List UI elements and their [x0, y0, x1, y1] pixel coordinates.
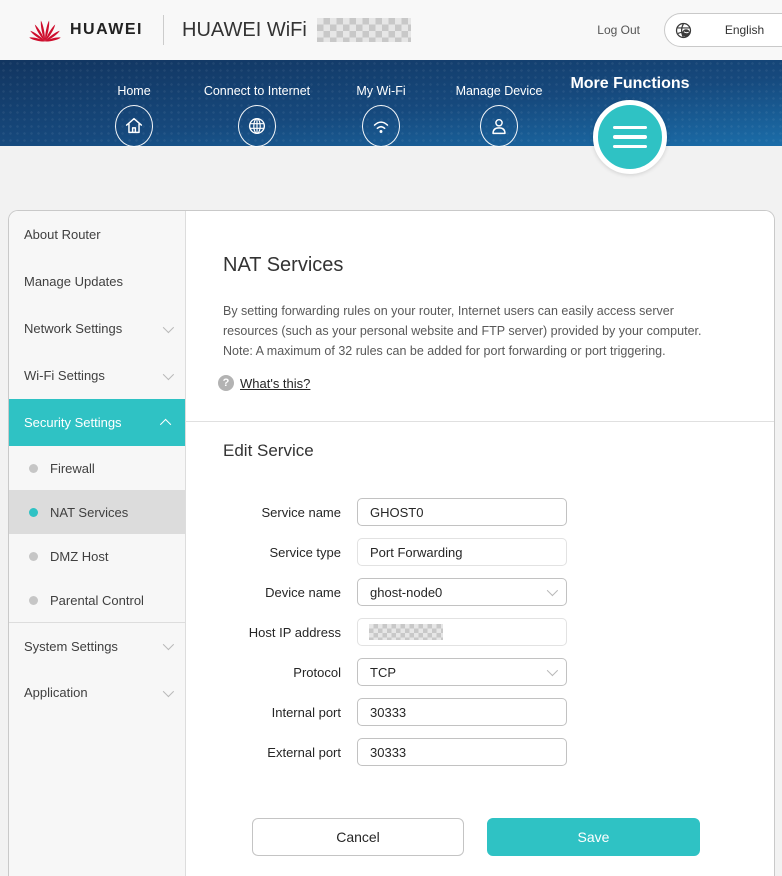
menu-icon[interactable]: [593, 100, 667, 174]
nav-label: My Wi-Fi: [356, 84, 406, 98]
sidebar-subitem-parental-control[interactable]: Parental Control: [9, 578, 185, 622]
device-name-select[interactable]: [357, 578, 567, 606]
chevron-down-icon: [162, 321, 175, 333]
description-text: By setting forwarding rules on your rout…: [223, 304, 702, 358]
chevron-up-icon: [159, 418, 172, 430]
sidebar-item-about-router[interactable]: About Router: [9, 211, 185, 258]
nav-label: Manage Device: [455, 84, 543, 98]
brand-name: HUAWEI: [70, 21, 143, 38]
section-title: Edit Service: [223, 441, 314, 460]
page-title: NAT Services: [223, 254, 344, 276]
sidebar-subitem-label: Parental Control: [50, 592, 144, 608]
globe-icon: [238, 105, 276, 147]
service-type-input: [357, 538, 567, 566]
bullet-dot-icon: [29, 463, 38, 473]
redacted-ip-value: [369, 624, 443, 640]
form-row-device-name: Device name: [186, 578, 567, 606]
field-label: Host IP address: [248, 624, 341, 640]
chevron-down-icon: [162, 368, 175, 380]
language-value: English: [724, 23, 765, 37]
sidebar-item-label: System Settings: [24, 638, 118, 654]
bullet-dot-icon: [29, 595, 38, 605]
huawei-logo-icon: [29, 20, 61, 42]
nav-item-more-functions[interactable]: More Functions: [555, 60, 705, 174]
person-icon: [480, 105, 518, 147]
header-right: Log Out English: [597, 13, 782, 47]
external-port-input[interactable]: [357, 738, 567, 766]
sidebar-item-manage-updates[interactable]: Manage Updates: [9, 258, 185, 305]
sidebar-item-label: Security Settings: [24, 415, 122, 430]
save-button[interactable]: Save: [487, 818, 700, 856]
redacted-device-name: [316, 18, 411, 42]
field-label: Service name: [261, 504, 341, 520]
main-nav: Home Connect to Internet My Wi-Fi Manage…: [0, 60, 782, 174]
form-row-protocol: Protocol: [186, 658, 567, 686]
sidebar-subitem-dmz-host[interactable]: DMZ Host: [9, 534, 185, 578]
field-label: Internal port: [271, 704, 341, 720]
wifi-icon: [362, 105, 400, 147]
question-mark-icon: ?: [218, 375, 234, 391]
product-title: HUAWEI WiFi: [182, 18, 307, 41]
sidebar-subitem-label: NAT Services: [50, 504, 129, 520]
sidebar-item-system-settings[interactable]: System Settings: [9, 622, 185, 669]
sidebar-item-label: Wi-Fi Settings: [24, 368, 105, 383]
content-panel: About Router Manage Updates Network Sett…: [8, 210, 775, 876]
globe-icon: [675, 22, 692, 38]
field-label: Protocol: [293, 664, 341, 680]
bullet-dot-icon: [29, 507, 38, 517]
internal-port-input[interactable]: [357, 698, 567, 726]
logout-link[interactable]: Log Out: [597, 23, 640, 37]
sidebar-subitem-nat-services[interactable]: NAT Services: [9, 490, 185, 534]
sidebar-item-label: Manage Updates: [24, 274, 124, 289]
sidebar-item-network-settings[interactable]: Network Settings: [9, 305, 185, 352]
whats-this-link[interactable]: What's this?: [240, 375, 311, 391]
service-name-input[interactable]: [357, 498, 567, 526]
sidebar-item-security-settings[interactable]: Security Settings: [9, 399, 185, 446]
chevron-down-icon: [162, 638, 175, 651]
form-row-service-type: Service type: [186, 538, 567, 566]
sidebar-item-wifi-settings[interactable]: Wi-Fi Settings: [9, 352, 185, 399]
language-selector[interactable]: English: [664, 13, 782, 47]
sidebar-subitem-firewall[interactable]: Firewall: [9, 446, 185, 490]
form-row-host-ip: Host IP address: [186, 618, 567, 646]
protocol-select[interactable]: [357, 658, 567, 686]
field-label: External port: [267, 744, 341, 760]
nav-item-connect-to-internet[interactable]: Connect to Internet: [177, 60, 337, 147]
help-row: ? What's this?: [218, 375, 310, 391]
chevron-down-icon: [162, 685, 175, 697]
nav-item-manage-device[interactable]: Manage Device: [439, 60, 559, 147]
form-row-service-name: Service name: [186, 498, 567, 526]
sidebar-item-label: About Router: [24, 227, 101, 242]
form-row-internal-port: Internal port: [186, 698, 567, 726]
home-icon: [115, 105, 153, 147]
nav-label: Home: [117, 84, 151, 98]
field-label: Service type: [269, 544, 341, 560]
field-label: Device name: [265, 584, 341, 600]
sidebar: About Router Manage Updates Network Sett…: [9, 211, 186, 876]
nav-item-my-wifi[interactable]: My Wi-Fi: [321, 60, 441, 147]
nav-label: More Functions: [570, 75, 690, 92]
nav-item-home[interactable]: Home: [74, 60, 194, 147]
section-divider: [186, 421, 774, 422]
nav-label: Connect to Internet: [203, 84, 311, 98]
main-content: NAT Services By setting forwarding rules…: [186, 211, 774, 876]
sidebar-item-application[interactable]: Application: [9, 669, 185, 716]
sidebar-item-label: Network Settings: [24, 321, 123, 336]
form-row-external-port: External port: [186, 738, 567, 766]
cancel-button[interactable]: Cancel: [252, 818, 464, 856]
sidebar-subitem-label: Firewall: [50, 460, 95, 476]
sidebar-item-label: Application: [24, 685, 88, 700]
sidebar-subitem-label: DMZ Host: [50, 548, 109, 564]
header: HUAWEI HUAWEI WiFi Log Out English: [0, 0, 782, 60]
edit-service-form: Service name Service type Device name: [186, 498, 567, 778]
bullet-dot-icon: [29, 551, 38, 561]
header-divider: [163, 15, 164, 45]
